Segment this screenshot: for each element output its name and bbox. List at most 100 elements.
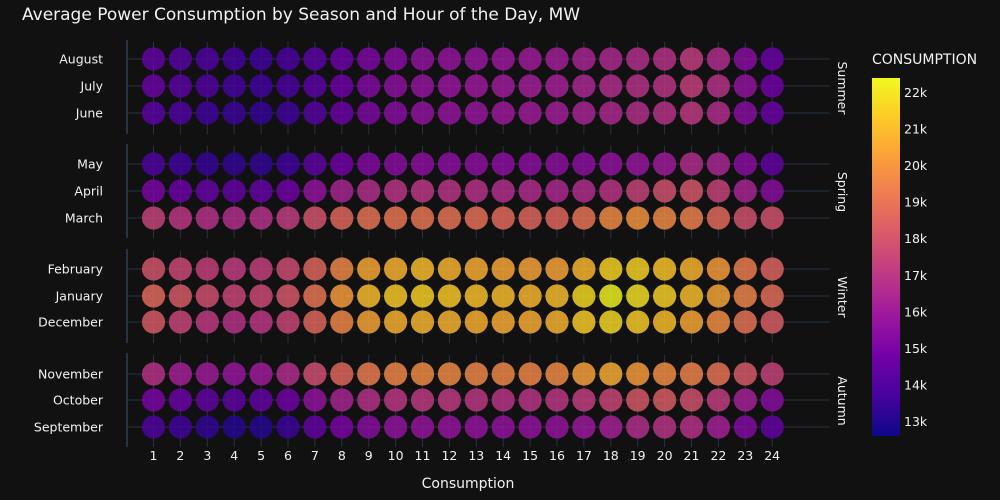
- data-point: [384, 101, 408, 125]
- data-point: [572, 152, 596, 176]
- data-point: [357, 388, 381, 412]
- data-point: [303, 257, 327, 281]
- data-point: [706, 257, 731, 281]
- data-point: [464, 206, 488, 230]
- data-point: [141, 47, 166, 71]
- data-point: [303, 206, 327, 230]
- data-point: [330, 179, 354, 203]
- data-point: [410, 206, 435, 230]
- data-point: [760, 152, 784, 176]
- data-point: [599, 47, 623, 71]
- data-point: [437, 415, 461, 439]
- grid-lines: [126, 40, 830, 447]
- data-point: [249, 206, 273, 230]
- x-tick-label: 16: [549, 448, 565, 463]
- data-point: [545, 47, 569, 71]
- data-point: [330, 362, 354, 386]
- data-point: [760, 388, 784, 412]
- data-point: [599, 388, 623, 412]
- data-point: [384, 415, 408, 439]
- data-point: [168, 362, 192, 386]
- data-point: [168, 415, 192, 439]
- data-point: [706, 284, 731, 308]
- data-point: [410, 362, 435, 386]
- x-tick-label: 19: [630, 448, 646, 463]
- data-point: [168, 47, 192, 71]
- data-point: [572, 362, 596, 386]
- x-tick-label: 18: [603, 448, 619, 463]
- data-point: [437, 388, 461, 412]
- data-point: [464, 310, 488, 334]
- data-point: [303, 388, 327, 412]
- data-point: [303, 47, 327, 71]
- y-tick-label: December: [38, 315, 104, 330]
- data-point: [276, 206, 300, 230]
- x-tick-label: 15: [522, 448, 538, 463]
- data-point: [706, 362, 731, 386]
- data-point: [653, 284, 677, 308]
- data-point: [437, 206, 461, 230]
- data-point: [464, 179, 488, 203]
- data-point: [249, 362, 273, 386]
- data-point: [249, 152, 273, 176]
- data-point: [330, 101, 354, 125]
- data-point: [518, 74, 542, 98]
- y-tick-label: October: [53, 393, 104, 408]
- data-point: [410, 152, 435, 176]
- data-point: [545, 179, 569, 203]
- data-point: [222, 47, 246, 71]
- data-point: [437, 179, 461, 203]
- data-point: [626, 284, 650, 308]
- data-point: [330, 206, 354, 230]
- data-point: [357, 415, 381, 439]
- data-point: [410, 415, 435, 439]
- data-point: [626, 415, 650, 439]
- data-point: [572, 101, 596, 125]
- colorbar-tick-label: 19k: [904, 195, 928, 210]
- data-point: [464, 47, 488, 71]
- colorbar: CONSUMPTION 13k 14k 15k 16k 17k 18k 19k 20k 21k 2…: [872, 52, 977, 436]
- x-tick-label: 14: [495, 448, 511, 463]
- data-point: [410, 284, 435, 308]
- data-point: [733, 310, 757, 334]
- data-point: [518, 257, 542, 281]
- data-point: [384, 310, 408, 334]
- data-point: [357, 206, 381, 230]
- data-point: [222, 257, 246, 281]
- x-tick-label: 17: [576, 448, 592, 463]
- data-point: [599, 362, 623, 386]
- data-point: [760, 257, 784, 281]
- data-point: [572, 74, 596, 98]
- data-point: [464, 415, 488, 439]
- data-point: [222, 179, 246, 203]
- data-point: [222, 206, 246, 230]
- data-point: [276, 74, 300, 98]
- data-point: [141, 152, 166, 176]
- data-point: [545, 310, 569, 334]
- data-point: [276, 152, 300, 176]
- data-point: [706, 206, 731, 230]
- data-point: [599, 257, 623, 281]
- colorbar-title: CONSUMPTION: [872, 52, 977, 68]
- data-point: [518, 415, 542, 439]
- data-point: [222, 284, 246, 308]
- x-tick-label: 7: [311, 448, 319, 463]
- data-point: [464, 388, 488, 412]
- data-point: [491, 206, 515, 230]
- data-point: [653, 362, 677, 386]
- data-point: [760, 206, 784, 230]
- data-point: [384, 257, 408, 281]
- data-point: [437, 47, 461, 71]
- data-point: [599, 101, 623, 125]
- data-point: [276, 415, 300, 439]
- data-point: [195, 415, 219, 439]
- colorbar-gradient: [872, 78, 900, 436]
- data-point: [437, 310, 461, 334]
- data-point: [410, 388, 435, 412]
- data-point: [168, 284, 192, 308]
- data-point: [491, 257, 515, 281]
- data-point: [168, 310, 192, 334]
- data-point: [384, 74, 408, 98]
- x-tick-label: 1: [150, 448, 158, 463]
- data-point: [679, 362, 704, 386]
